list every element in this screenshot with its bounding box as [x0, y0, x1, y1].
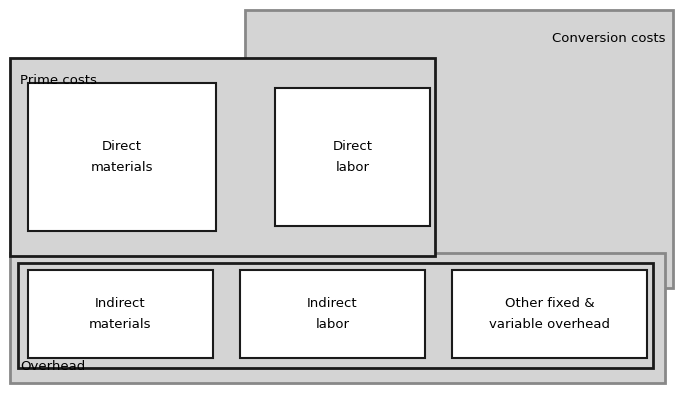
Bar	[275, 88, 430, 226]
Text: Direct
labor: Direct labor	[333, 140, 372, 174]
Text: Other fixed &
variable overhead: Other fixed & variable overhead	[489, 297, 610, 331]
Bar	[10, 253, 665, 383]
Bar	[28, 83, 216, 231]
Text: Conversion costs: Conversion costs	[552, 32, 665, 45]
Text: Prime costs: Prime costs	[20, 74, 97, 87]
Text: Indirect
materials: Indirect materials	[89, 297, 152, 331]
Bar	[28, 270, 213, 358]
Text: Indirect
labor: Indirect labor	[307, 297, 358, 331]
Text: Direct
materials: Direct materials	[91, 140, 153, 174]
Bar	[240, 270, 425, 358]
Bar	[18, 263, 653, 368]
Bar	[10, 58, 435, 256]
Bar	[452, 270, 647, 358]
Text: Overhead: Overhead	[20, 360, 85, 373]
Bar	[245, 10, 673, 288]
